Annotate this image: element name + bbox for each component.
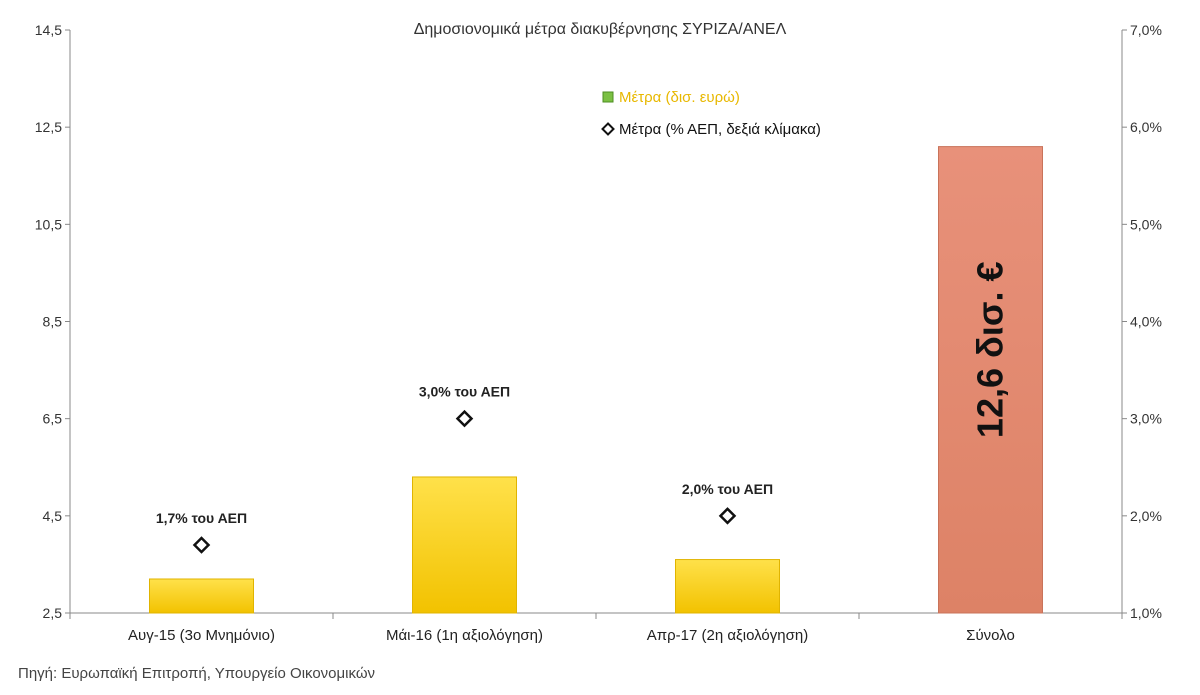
- left-tick-label: 8,5: [43, 314, 63, 330]
- point-marker: [192, 536, 211, 554]
- markers: 1,7% του ΑΕΠ 3,0% του ΑΕΠ 2,0% του ΑΕΠ: [156, 384, 773, 554]
- left-tick-label: 2,5: [43, 605, 63, 621]
- right-tick-label: 7,0%: [1130, 22, 1162, 38]
- point-label: 2,0% του ΑΕΠ: [682, 481, 773, 497]
- right-tick-label: 2,0%: [1130, 508, 1162, 524]
- axes: 2,5 4,5 6,5 8,5 10,5 12,5 14,5 1,0% 2,0% 3,0% 4,0%…: [35, 22, 1162, 644]
- legend-swatch-markers: [601, 122, 615, 136]
- legend-swatch-bars: [602, 91, 614, 103]
- point-label: 1,7% του ΑΕΠ: [156, 510, 247, 526]
- legend-label-markers: Μέτρα (% ΑΕΠ, δεξιά κλίμακα): [619, 121, 821, 138]
- bar: [149, 578, 254, 614]
- point-marker: [718, 507, 737, 525]
- x-tick-label: Σύνολο: [966, 627, 1015, 644]
- right-tick-label: 1,0%: [1130, 605, 1162, 621]
- bar: [675, 559, 780, 614]
- right-tick-label: 3,0%: [1130, 411, 1162, 427]
- legend: Μέτρα (δισ. ευρώ) Μέτρα (% ΑΕΠ, δεξιά κλί…: [601, 89, 821, 138]
- left-tick-label: 4,5: [43, 508, 63, 524]
- right-tick-label: 4,0%: [1130, 314, 1162, 330]
- source-note: Πηγή: Ευρωπαϊκή Επιτροπή, Υπουργείο Οικο…: [18, 665, 376, 682]
- right-tick-label: 6,0%: [1130, 119, 1162, 135]
- chart-title: Δημοσιονομικά μέτρα διακυβέρνησης ΣΥΡΙΖΑ…: [414, 21, 787, 38]
- bar-label: 12,6 δισ. €: [970, 262, 1011, 439]
- chart: Δημοσιονομικά μέτρα διακυβέρνησης ΣΥΡΙΖΑ…: [35, 21, 1162, 644]
- bar: [938, 146, 1043, 614]
- x-tick-label: Μάι-16 (1η αξιολόγηση): [386, 627, 543, 644]
- left-tick-label: 14,5: [35, 22, 62, 38]
- left-tick-label: 10,5: [35, 216, 62, 232]
- right-tick-label: 5,0%: [1130, 216, 1162, 232]
- bars: 12,6 δισ. €: [149, 146, 1043, 614]
- legend-label-bars: Μέτρα (δισ. ευρώ): [619, 89, 740, 106]
- x-tick-label: Απρ-17 (2η αξιολόγηση): [647, 627, 808, 644]
- x-tick-label: Αυγ-15 (3ο Μνημόνιο): [128, 627, 275, 644]
- left-tick-label: 6,5: [43, 411, 63, 427]
- point-label: 3,0% του ΑΕΠ: [419, 384, 510, 400]
- point-marker: [455, 409, 474, 428]
- left-tick-label: 12,5: [35, 119, 62, 135]
- bar: [412, 476, 517, 614]
